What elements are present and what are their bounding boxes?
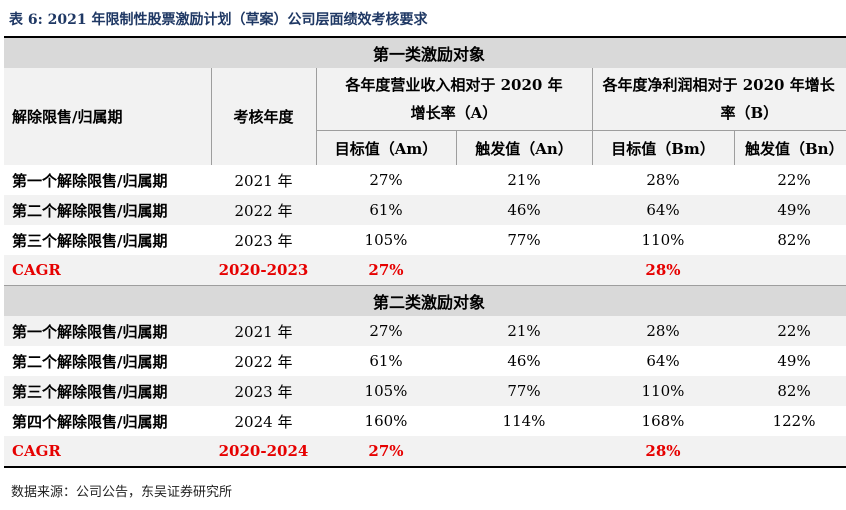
header-profit-line1: 各年度净利润相对于 2020 年增长 <box>602 76 835 94</box>
table-row: 第三个解除限售/归属期 2023 年 105% 77% 110% 82% <box>4 225 846 255</box>
cagr-an-empty <box>456 255 592 286</box>
bn-cell: 49% <box>734 195 846 225</box>
header-revenue-line1: 各年度营业收入相对于 2020 年 <box>345 76 563 94</box>
an-cell: 77% <box>507 231 541 249</box>
header-am: 目标值（Am） <box>316 130 457 165</box>
am-cell: 27% <box>369 171 403 189</box>
header-profit-growth: 各年度净利润相对于 2020 年增长 率（B） <box>592 68 846 131</box>
table-row: 第三个解除限售/归属期 2023 年 105% 77% 110% 82% <box>4 376 846 406</box>
cagr-an-empty <box>456 436 592 468</box>
header-year: 考核年度 <box>211 68 317 165</box>
period-cell: 第二个解除限售/归属期 <box>12 352 168 371</box>
am-cell: 105% <box>364 231 408 249</box>
an-cell: 114% <box>502 412 546 430</box>
an-cell: 21% <box>456 316 592 346</box>
am-cell: 160% <box>364 412 408 430</box>
header-an: 触发值（An） <box>456 130 593 165</box>
bm-cell: 64% <box>592 195 734 225</box>
bm-cell: 110% <box>592 376 734 406</box>
bm-cell: 28% <box>646 171 680 189</box>
bn-cell: 22% <box>734 316 846 346</box>
column-header-row-1: 解除限售/归属期 考核年度 各年度营业收入相对于 2020 年 增长率（A） 各… <box>4 68 846 165</box>
table-title: 表 6: 2021 年限制性股票激励计划（草案）公司层面绩效考核要求 <box>9 12 428 28</box>
source-note: 数据来源：公司公告，东吴证券研究所 <box>11 485 233 500</box>
cagr-bn-empty <box>734 436 846 468</box>
cagr-bn-empty <box>734 255 846 286</box>
group2-header-row: 第二类激励对象 <box>4 285 846 316</box>
column-header-row-2: 目标值（Am） 触发值（An） 目标值（Bm） 触发值（Bn） <box>4 130 846 165</box>
header-profit-line2: 率（B） <box>720 104 779 122</box>
am-cell: 105% <box>316 376 456 406</box>
an-cell: 46% <box>507 352 541 370</box>
period-cell: 第三个解除限售/归属期 <box>4 376 211 406</box>
am-cell: 61% <box>369 352 403 370</box>
year-cell: 2022 年 <box>211 195 316 225</box>
year-cell: 2021 年 <box>211 316 316 346</box>
cagr-bm: 28% <box>592 436 734 468</box>
an-cell: 21% <box>507 171 541 189</box>
an-cell: 77% <box>456 376 592 406</box>
cagr-row: CAGR 2020-2023 27% 28% <box>4 255 846 286</box>
table-row: 第一个解除限售/归属期 2021 年 27% 21% 28% 22% <box>4 165 846 195</box>
bn-cell: 49% <box>777 352 811 370</box>
cagr-label: CAGR <box>4 255 211 286</box>
bn-cell: 22% <box>777 171 811 189</box>
cagr-years: 2020-2023 <box>211 255 316 286</box>
cagr-bm: 28% <box>592 255 734 286</box>
year-cell: 2023 年 <box>211 376 316 406</box>
bm-cell: 168% <box>641 412 685 430</box>
header-revenue-line2: 增长率（A） <box>410 104 498 122</box>
bm-cell: 64% <box>646 352 680 370</box>
performance-table-container: 第一类激励对象 解除限售/归属期 考核年度 各年度营业收入相对于 2020 年 … <box>4 36 846 468</box>
bn-cell: 82% <box>734 376 846 406</box>
table-row: 第四个解除限售/归属期 2024 年 160% 114% 168% 122% <box>4 406 846 436</box>
header-period: 解除限售/归属期 <box>4 68 212 165</box>
an-cell: 46% <box>456 195 592 225</box>
am-cell: 61% <box>316 195 456 225</box>
group1-title: 第一类激励对象 <box>4 36 846 68</box>
table-row: 第二个解除限售/归属期 2022 年 61% 46% 64% 49% <box>4 346 846 376</box>
bn-cell: 82% <box>777 231 811 249</box>
period-cell: 第一个解除限售/归属期 <box>4 316 211 346</box>
cagr-am: 27% <box>316 255 456 286</box>
cagr-am: 27% <box>316 436 456 468</box>
header-revenue-growth: 各年度营业收入相对于 2020 年 增长率（A） <box>316 68 593 131</box>
group1-header-row: 第一类激励对象 <box>4 36 846 68</box>
bm-cell: 28% <box>592 316 734 346</box>
am-cell: 27% <box>316 316 456 346</box>
header-bm: 目标值（Bm） <box>592 130 735 165</box>
period-cell: 第一个解除限售/归属期 <box>12 171 168 190</box>
year-cell: 2023 年 <box>234 231 293 250</box>
header-bn: 触发值（Bn） <box>734 130 846 165</box>
year-cell: 2024 年 <box>234 412 293 431</box>
cagr-row: CAGR 2020-2024 27% 28% <box>4 436 846 468</box>
cagr-label: CAGR <box>4 436 211 468</box>
bn-cell: 122% <box>772 412 816 430</box>
year-cell: 2022 年 <box>234 352 293 371</box>
year-cell: 2021 年 <box>234 171 293 190</box>
cagr-years: 2020-2024 <box>211 436 316 468</box>
period-cell: 第二个解除限售/归属期 <box>4 195 211 225</box>
table-row: 第二个解除限售/归属期 2022 年 61% 46% 64% 49% <box>4 195 846 225</box>
period-cell: 第四个解除限售/归属期 <box>12 412 168 431</box>
performance-table: 第一类激励对象 解除限售/归属期 考核年度 各年度营业收入相对于 2020 年 … <box>4 36 846 468</box>
group2-title: 第二类激励对象 <box>4 285 846 316</box>
table-row: 第一个解除限售/归属期 2021 年 27% 21% 28% 22% <box>4 316 846 346</box>
bm-cell: 110% <box>641 231 685 249</box>
period-cell: 第三个解除限售/归属期 <box>12 231 168 250</box>
